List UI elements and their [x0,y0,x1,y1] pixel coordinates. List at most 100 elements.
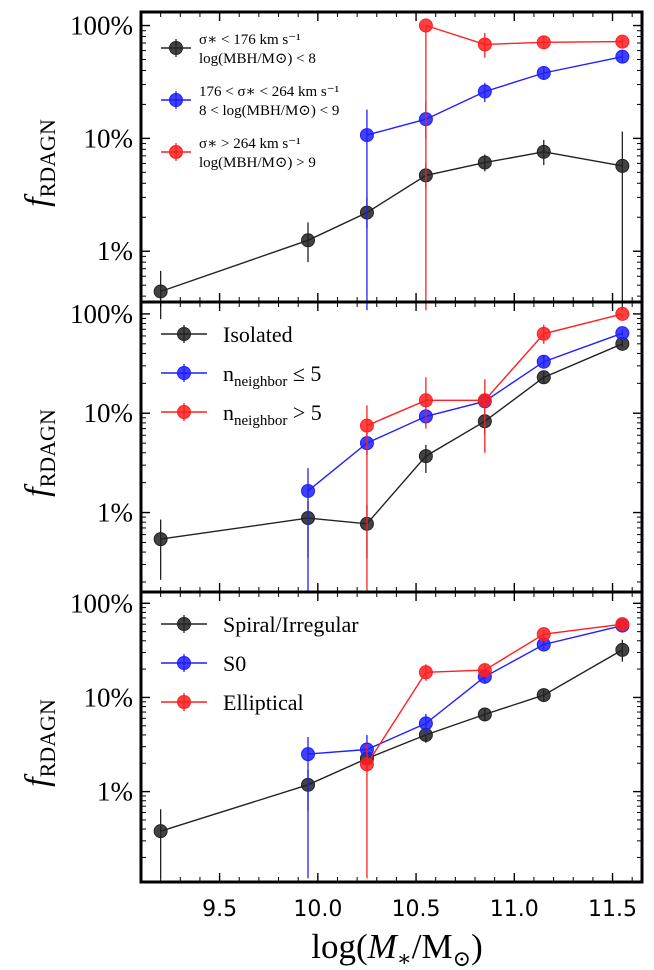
legend-marker [169,93,183,107]
legend: Spiral/Irregular S0 Elliptical [161,612,359,715]
y-tick-label: 100% [70,299,133,329]
data-point [477,707,492,722]
legend-marker [169,41,183,55]
plot-frame [139,300,644,594]
series-line [366,56,623,136]
data-point [418,393,433,408]
data-point [615,326,630,341]
plot-frame [139,590,644,884]
data-point [615,306,630,321]
series-red [359,617,630,879]
y-tick-label: 1% [97,498,133,528]
legend-label-line2: log(MBH/M⊙) > 9 [199,155,316,171]
panel-3: 1% 10% 100% Spiral/Irregular S0 Elliptical fRD… [19,588,644,884]
x-axis-title: log(M∗/M⊙) [311,927,482,970]
legend-label-line1: σ∗ < 176 km s⁻¹ [199,32,301,48]
y-axis-title: fRDAGN [19,409,60,497]
series-red [418,18,630,311]
data-point [359,128,374,143]
x-axis-labels: 9.5 10.0 10.5 11.0 11.5 [202,897,637,922]
data-point [615,34,630,49]
series-blue [359,49,630,311]
legend-label: S0 [223,651,246,676]
data-point [359,757,374,772]
data-point [301,233,315,248]
series-blue [301,326,630,592]
legend-marker [177,656,191,670]
data-point [477,37,492,52]
y-tick-label: 10% [84,123,134,153]
series-line [160,649,623,832]
data-point [615,158,630,173]
x-tick-label: 9.5 [202,897,237,922]
panels: 1% 10% 100% σ∗ < 176 km s⁻¹ log(MBH/M⊙) < 8 1… [19,10,644,884]
legend-marker [177,695,191,709]
data-point [615,49,630,64]
legend-label-line2: log(MBH/M⊙) < 8 [199,51,316,67]
legend: σ∗ < 176 km s⁻¹ log(MBH/M⊙) < 8 176 < σ∗ <… [161,32,339,171]
data-point [153,824,168,839]
x-axis-title-sub: ∗ [397,946,412,970]
data-point [536,354,551,369]
y-tick-label: 10% [84,682,134,712]
x-axis-title-sun: ⊙ [453,946,471,970]
data-point [359,418,374,433]
series-line [366,313,623,427]
legend-label: Spiral/Irregular [223,612,359,637]
data-point [536,370,551,385]
data-point [418,665,433,680]
y-axis-title: fRDAGN [19,119,60,207]
series-line [307,332,623,492]
data-point [153,532,168,547]
series-line [425,24,623,46]
legend-label-line1: σ∗ > 264 km s⁻¹ [199,136,301,152]
legend-marker [177,327,191,341]
y-tick-label: 1% [97,777,133,807]
legend-label: Elliptical [223,690,304,715]
data-point [615,642,630,657]
data-point [418,449,433,464]
legend-marker [169,145,183,159]
x-axis-title-end: ) [471,927,483,966]
y-axis-title: fRDAGN [19,699,60,787]
legend: Isolated nneighbor ≤ 5 nneighbor > 5 [161,322,322,429]
series-line [307,624,623,755]
data-point [301,483,315,498]
x-axis-title-prefix: log( [311,927,367,966]
data-point [536,144,551,159]
legend-marker [177,405,191,419]
panel-2: 1% 10% 100% Isolated nneighbor ≤ 5 nneighbor … [19,299,644,594]
legend-label: nneighbor > 5 [223,400,322,429]
data-point [153,284,168,299]
panel-1: 1% 10% 100% σ∗ < 176 km s⁻¹ log(MBH/M⊙) < 8 1… [19,10,644,320]
data-point [536,35,551,50]
data-point [615,617,630,632]
y-tick-label: 1% [97,236,133,266]
x-tick-label: 11.0 [490,897,539,922]
data-point [301,747,315,762]
legend-marker [177,366,191,380]
legend-label: Isolated [223,322,293,347]
data-point [477,84,492,99]
data-point [536,326,551,341]
x-axis-title-var: M [367,927,399,966]
series-blue [301,618,630,879]
legend-label: nneighbor ≤ 5 [223,361,321,390]
series-red [359,306,630,592]
y-tick-label: 100% [70,11,133,41]
data-point [536,65,551,80]
y-tick-label: 10% [84,398,134,428]
data-point [418,18,433,33]
legend-label-line1: 176 < σ∗ < 264 km s⁻¹ [199,84,339,100]
data-point [477,393,492,408]
x-tick-label: 11.5 [588,897,637,922]
y-tick-label: 100% [70,588,133,618]
x-axis-title-mid: /M [412,927,453,966]
legend-label-line2: 8 < log(MBH/M⊙) < 9 [199,103,339,119]
x-tick-label: 10.0 [293,897,342,922]
data-point [536,627,551,642]
data-point [477,663,492,678]
series-line [160,151,623,293]
x-tick-label: 10.5 [392,897,441,922]
